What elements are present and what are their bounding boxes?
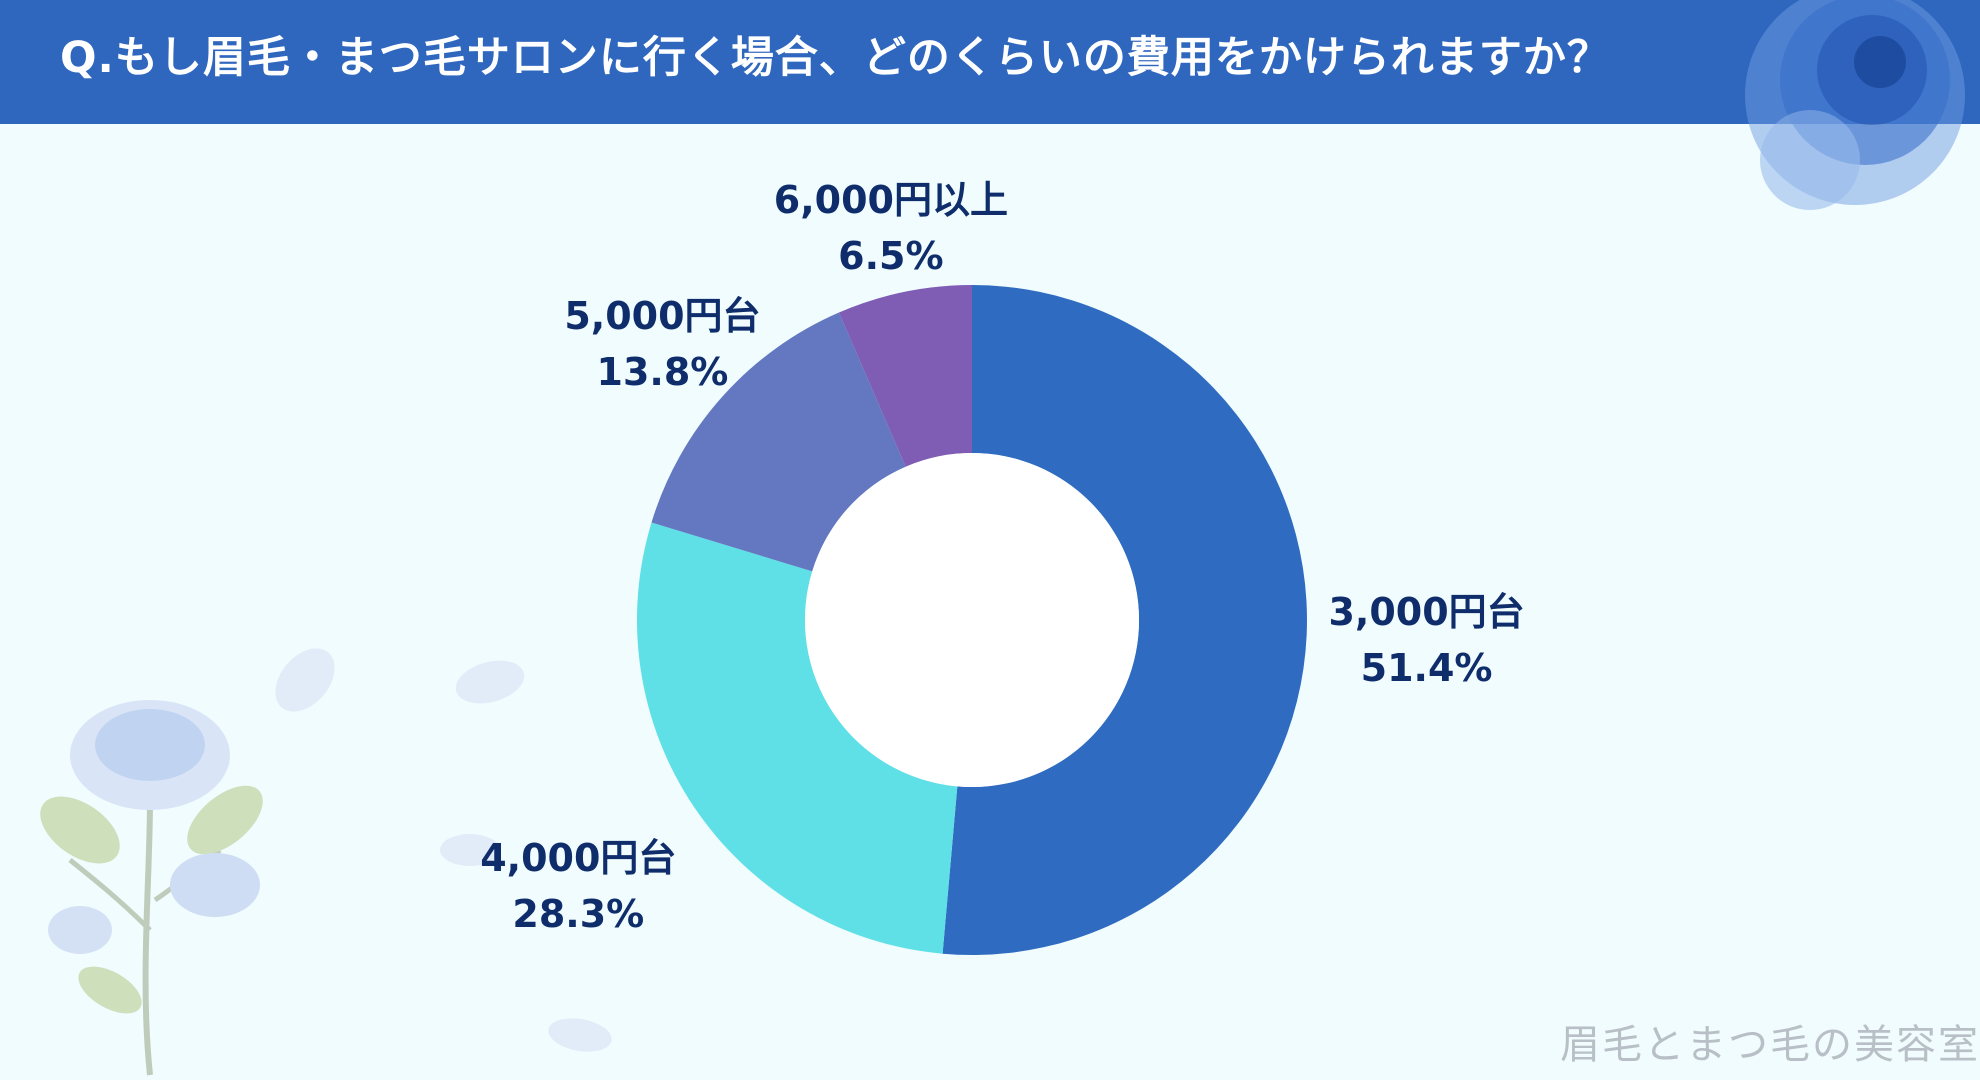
watermark: 眉毛とまつ毛の美容室 xyxy=(1560,1022,1980,1068)
slice-label-5000: 5,000円台 13.8% xyxy=(512,288,812,400)
slice-value-label: 13.8% xyxy=(596,349,729,394)
petal-icon xyxy=(548,1018,612,1052)
donut-chart xyxy=(636,285,1307,955)
slice-category-label: 5,000円台 xyxy=(564,293,761,338)
petal-icon xyxy=(275,648,335,712)
donut-slice-5000 xyxy=(651,312,906,572)
slice-category-label: 4,000円台 xyxy=(480,835,677,880)
slice-value-label: 51.4% xyxy=(1360,646,1493,690)
slice-value-label: 28.3% xyxy=(512,891,645,936)
slice-value-label: 6.5% xyxy=(838,234,944,279)
slice-category-label: 3,000円台 xyxy=(1328,590,1525,634)
chart-title: Q.もし眉毛・まつ毛サロンに行く場合、どのくらいの費用をかけられますか？ xyxy=(60,33,1611,83)
donut-slice-4000 xyxy=(636,522,958,954)
rose-bottom-left-icon xyxy=(40,700,263,1076)
slice-label-3000: 3,000円台 51.4% xyxy=(1277,584,1577,696)
petal-icon xyxy=(455,660,525,704)
donut-slice-6000-plus xyxy=(838,285,972,467)
slice-label-6000-plus: 6,000円以上 6.5% xyxy=(741,172,1041,284)
slice-label-4000: 4,000円台 28.3% xyxy=(428,830,728,942)
petal-icon xyxy=(440,834,500,866)
slice-category-label: 6,000円以上 xyxy=(773,178,1008,223)
donut-slice-3000 xyxy=(942,285,1307,955)
rose-top-right-icon xyxy=(1745,0,1965,210)
donut-hole xyxy=(805,453,1139,787)
header-bar: Q.もし眉毛・まつ毛サロンに行く場合、どのくらいの費用をかけられますか？ xyxy=(0,0,1980,124)
